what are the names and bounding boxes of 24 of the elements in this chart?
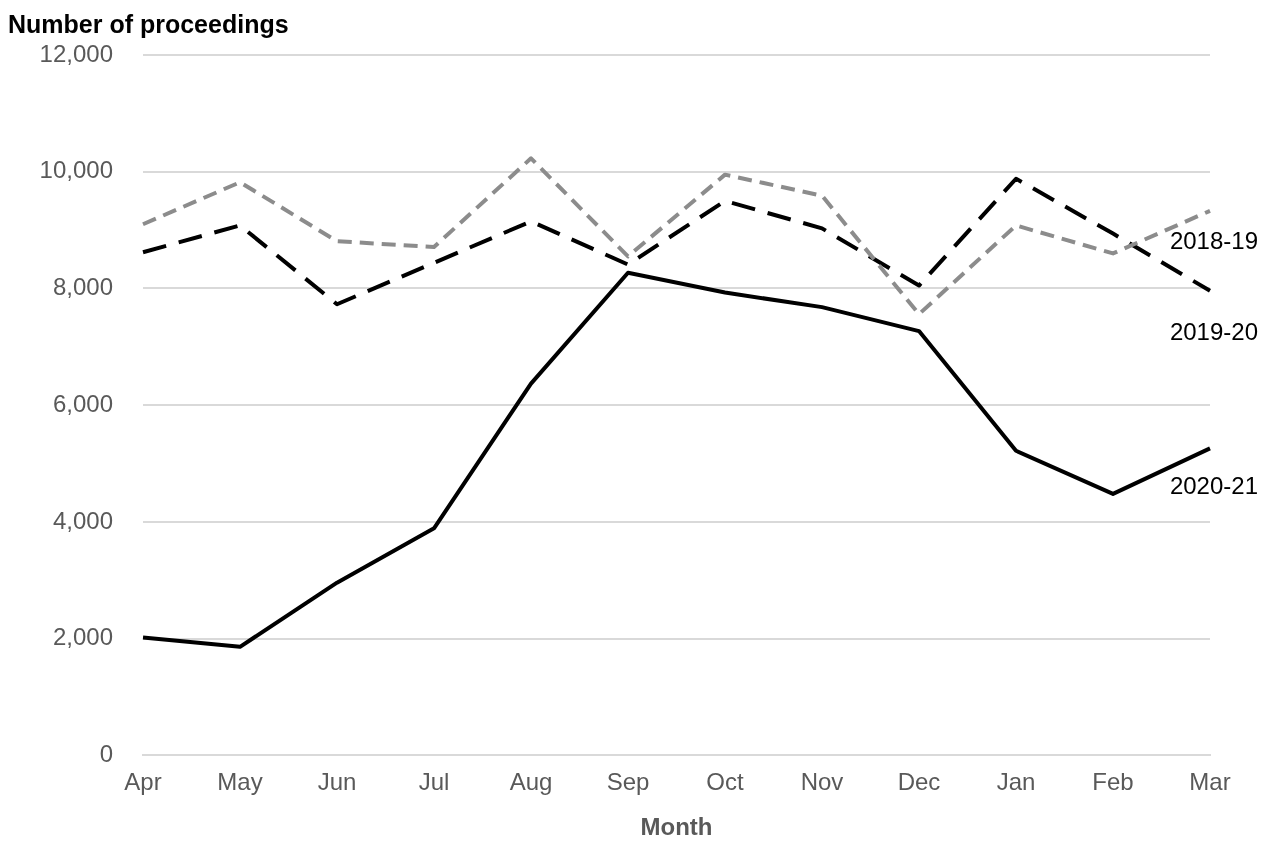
x-tick-label: Nov bbox=[800, 768, 844, 796]
series-label: 2018-19 bbox=[1169, 227, 1258, 255]
y-tick-label: 12,000 bbox=[39, 39, 113, 67]
series-label: 2019-20 bbox=[1169, 318, 1258, 346]
x-tick-label: Feb bbox=[1092, 768, 1134, 796]
y-tick-label: 2,000 bbox=[52, 623, 113, 651]
y-tick-label: 4,000 bbox=[52, 506, 113, 534]
x-tick-label: Jul bbox=[418, 768, 450, 796]
x-tick-label: Apr bbox=[124, 768, 162, 796]
y-tick-label: 6,000 bbox=[52, 389, 113, 417]
x-tick-label: Aug bbox=[509, 768, 553, 796]
x-tick-label: Oct bbox=[706, 768, 744, 796]
y-tick-label: 0 bbox=[99, 740, 113, 768]
x-tick-label: Sep bbox=[606, 768, 650, 796]
x-tick-label: Dec bbox=[897, 768, 941, 796]
y-axis-title: Number of proceedings bbox=[8, 9, 289, 38]
y-tick-label: 10,000 bbox=[39, 156, 113, 184]
x-tick-label: Jan bbox=[996, 768, 1036, 796]
x-tick-label: Mar bbox=[1189, 768, 1231, 796]
y-tick-label: 8,000 bbox=[52, 273, 113, 301]
x-axis-title: Month bbox=[640, 813, 713, 841]
x-tick-label: May bbox=[217, 768, 263, 796]
series-label: 2020-21 bbox=[1169, 472, 1258, 500]
x-tick-label: Jun bbox=[317, 768, 357, 796]
